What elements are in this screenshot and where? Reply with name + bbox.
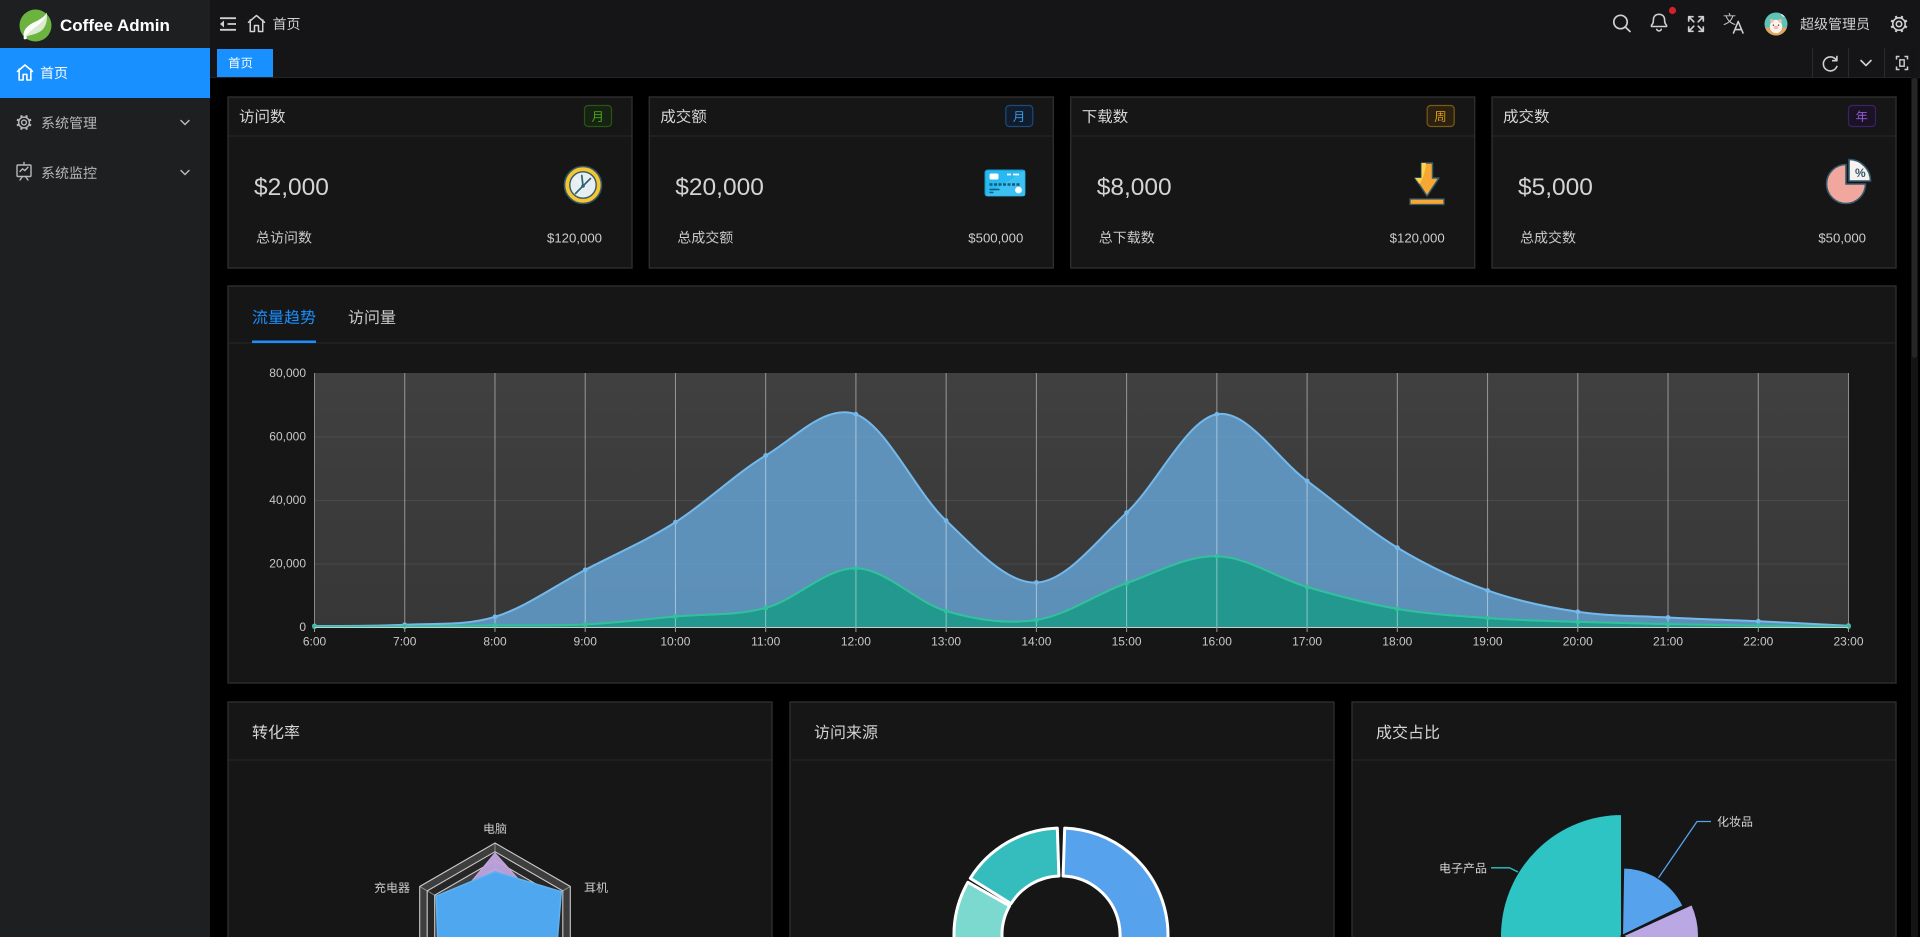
svg-text:23:00: 23:00 <box>1833 635 1863 649</box>
svg-text:$120,000: $120,000 <box>1390 231 1445 246</box>
svg-text:$20,000: $20,000 <box>675 174 764 201</box>
svg-text:16:00: 16:00 <box>1202 635 1232 649</box>
svg-text:7:00: 7:00 <box>393 635 417 649</box>
svg-text:10:00: 10:00 <box>660 635 690 649</box>
svg-text:$50,000: $50,000 <box>1818 231 1866 246</box>
svg-text:$5,000: $5,000 <box>1518 174 1593 201</box>
svg-text:11:00: 11:00 <box>751 635 780 649</box>
svg-text:80,000: 80,000 <box>269 366 306 380</box>
svg-text:$500,000: $500,000 <box>968 231 1023 246</box>
svg-text:22:00: 22:00 <box>1743 635 1773 649</box>
svg-text:15:00: 15:00 <box>1112 635 1142 649</box>
svg-text:$120,000: $120,000 <box>547 231 602 246</box>
svg-text:12:00: 12:00 <box>841 635 871 649</box>
svg-text:%: % <box>1855 166 1866 180</box>
svg-text:$2,000: $2,000 <box>254 174 329 201</box>
svg-text:Coffee Admin: Coffee Admin <box>60 16 170 35</box>
svg-text:$8,000: $8,000 <box>1097 174 1172 201</box>
svg-text:20:00: 20:00 <box>1563 635 1593 649</box>
svg-text:9:00: 9:00 <box>574 635 598 649</box>
svg-text:6:00: 6:00 <box>303 635 327 649</box>
svg-text:0: 0 <box>299 620 306 634</box>
svg-text:20,000: 20,000 <box>269 557 306 571</box>
svg-text:14:00: 14:00 <box>1021 635 1051 649</box>
svg-text:40,000: 40,000 <box>269 493 306 507</box>
svg-text:19:00: 19:00 <box>1473 635 1503 649</box>
svg-text:8:00: 8:00 <box>483 635 507 649</box>
svg-text:13:00: 13:00 <box>931 635 961 649</box>
svg-text:21:00: 21:00 <box>1653 635 1683 649</box>
svg-text:60,000: 60,000 <box>269 430 306 444</box>
svg-text:17:00: 17:00 <box>1292 635 1322 649</box>
svg-text:18:00: 18:00 <box>1382 635 1412 649</box>
